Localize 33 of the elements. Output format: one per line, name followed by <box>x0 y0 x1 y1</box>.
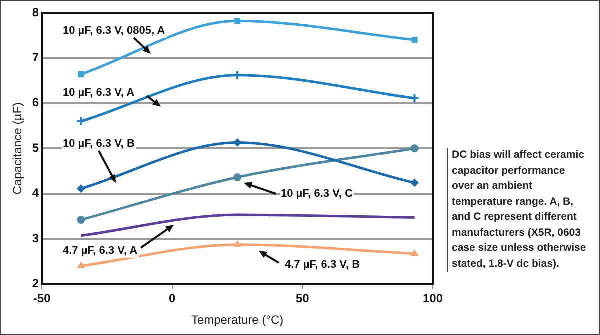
point <box>78 71 84 78</box>
point <box>77 216 86 224</box>
series-label: 10 µF, 6.3 V, A <box>63 87 135 100</box>
x-tick-label: 0 <box>169 292 176 306</box>
point <box>234 18 241 24</box>
series-label: 10 µF, 6.3 V, B <box>63 138 136 150</box>
y-tick-label: 3 <box>32 231 40 246</box>
y-tick-label: 8 <box>32 5 40 20</box>
point <box>78 262 85 268</box>
series-label: 4.7 µF, 6.3 V, A <box>63 245 138 258</box>
point <box>410 144 419 153</box>
y-tick-label: 7 <box>32 50 40 65</box>
point <box>232 70 243 80</box>
x-axis-title: Temperature (°C) <box>191 313 284 328</box>
y-axis-title: Capacitance (µF) <box>10 102 25 195</box>
y-tick-label: 6 <box>32 96 40 110</box>
point <box>77 184 86 193</box>
series-label: 10 µF, 6.3 V, C <box>281 188 354 200</box>
series-label: 10 µF, 6.3 V, 0805, A <box>63 25 166 38</box>
y-tick-label: 4 <box>32 186 40 200</box>
series-label: 4.7 µF, 6.3 V, B <box>285 259 360 272</box>
y-tick-label: 2 <box>32 276 40 291</box>
point <box>410 178 419 187</box>
text: DC bias will affect ceramic capacitor performance over an ambient temperature range. A, B, and C represent different manufacturers (X5R, 0603 case size unless otherwise stated, 1.8-V dc bias). <box>447 148 590 272</box>
point <box>234 138 242 147</box>
point <box>234 174 242 182</box>
x-tick-label: 100 <box>422 292 444 306</box>
y-tick-label: 5 <box>32 140 40 155</box>
point <box>411 250 418 256</box>
x-tick-label: -50 <box>33 292 52 306</box>
point <box>234 240 242 248</box>
point <box>412 37 418 44</box>
x-tick-label: 50 <box>296 292 310 306</box>
